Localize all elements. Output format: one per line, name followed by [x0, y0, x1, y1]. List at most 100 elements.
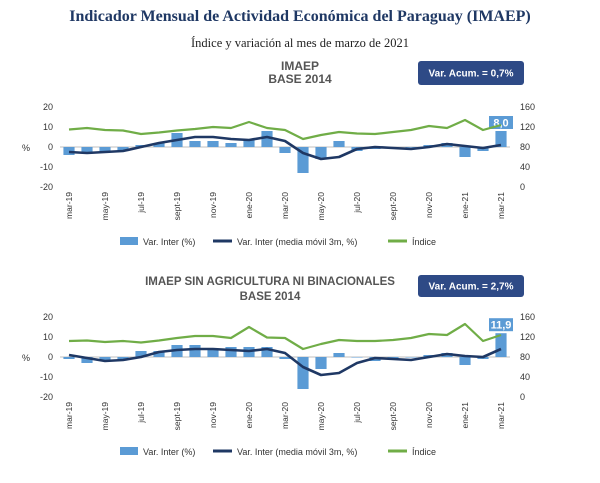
legend-bar-swatch	[120, 237, 138, 245]
chart-subtitle: BASE 2014	[268, 72, 332, 86]
last-value-label-bg	[489, 318, 513, 332]
legend-index-label: Índice	[412, 237, 436, 247]
bar	[207, 141, 219, 147]
last-value-label: 8,0	[493, 118, 508, 130]
bar	[135, 351, 147, 357]
x-tick-label: may-19	[100, 402, 110, 431]
page-title: Indicador Mensual de Actividad Económica…	[69, 8, 531, 25]
bar	[117, 357, 129, 359]
index-line	[68, 322, 502, 351]
accum-badge-text: Var. Acum. = 0,7%	[429, 69, 514, 80]
y-tick-label: 10	[43, 332, 53, 342]
y-tick-label: 20	[43, 102, 53, 112]
x-tick-label: may-20	[316, 402, 326, 431]
x-tick-label: jul-20	[352, 402, 362, 424]
x-tick-label: jul-19	[136, 402, 146, 424]
x-tick-label: may-20	[316, 192, 326, 221]
index-line	[68, 118, 502, 141]
y-tick-label: 20	[43, 312, 53, 322]
x-tick-label: nov-20	[424, 402, 434, 428]
chart-title: IMAEP SIN AGRICULTURA NI BINACIONALES	[145, 276, 395, 288]
x-tick-label: may-19	[100, 192, 110, 221]
accum-badge	[418, 275, 524, 297]
y2-tick-label: 120	[520, 332, 535, 342]
x-tick-label: mar-19	[64, 402, 74, 429]
y-tick-label: -10	[40, 162, 53, 172]
bar	[351, 357, 363, 358]
legend-ma-label: Var. Inter (media móvil 3m, %)	[237, 447, 357, 457]
y2-tick-label: 120	[520, 122, 535, 132]
x-tick-label: sept-20	[388, 192, 398, 221]
x-tick-label: ene-20	[244, 402, 254, 429]
x-tick-label: nov-20	[424, 192, 434, 218]
accum-badge	[418, 61, 524, 85]
bar	[495, 131, 507, 147]
legend-bar-label: Var. Inter (%)	[143, 447, 195, 457]
last-value-label: 11,9	[491, 320, 512, 332]
y2-tick-label: 80	[520, 352, 530, 362]
y2-tick-label: 40	[520, 162, 530, 172]
moving-average-line	[68, 347, 502, 377]
bar	[243, 139, 255, 147]
moving-average-line	[68, 135, 502, 161]
y-tick-label: -10	[40, 372, 53, 382]
page-subtitle: Índice y variación al mes de marzo de 20…	[191, 36, 409, 50]
bar	[405, 147, 417, 148]
x-tick-label: sept-19	[172, 402, 182, 431]
bar	[63, 147, 75, 155]
x-tick-label: mar-21	[496, 402, 506, 429]
x-tick-label: mar-19	[64, 192, 74, 219]
x-tick-label: jul-19	[136, 192, 146, 214]
bar	[279, 357, 291, 359]
y2-tick-label: 160	[520, 312, 535, 322]
bar	[315, 147, 327, 159]
x-tick-label: ene-21	[460, 402, 470, 429]
bar	[99, 357, 111, 361]
y-axis-label: %	[22, 143, 30, 153]
x-tick-label: sept-19	[172, 192, 182, 221]
bar	[189, 345, 201, 357]
bar	[297, 147, 309, 173]
bar	[81, 357, 93, 363]
y2-tick-label: 160	[520, 102, 535, 112]
x-tick-label: mar-21	[496, 192, 506, 219]
y-axis-label: %	[22, 353, 30, 363]
bar	[63, 357, 75, 359]
bar	[261, 131, 273, 147]
y2-tick-label: 80	[520, 142, 530, 152]
y-tick-label: -20	[40, 392, 53, 402]
y2-tick-label: 0	[520, 182, 525, 192]
x-tick-label: jul-20	[352, 192, 362, 214]
x-tick-label: sept-20	[388, 402, 398, 431]
bar	[81, 147, 93, 153]
legend-ma-label: Var. Inter (media móvil 3m, %)	[237, 237, 357, 247]
x-tick-label: mar-20	[280, 402, 290, 429]
bar	[333, 353, 345, 357]
legend-bar-label: Var. Inter (%)	[143, 237, 195, 247]
x-tick-label: ene-20	[244, 192, 254, 219]
x-tick-label: mar-20	[280, 192, 290, 219]
bar	[333, 141, 345, 147]
legend-index-label: Índice	[412, 447, 436, 457]
y-tick-label: 10	[43, 122, 53, 132]
y-tick-label: 0	[48, 142, 53, 152]
bar	[459, 357, 471, 365]
bar	[279, 147, 291, 153]
legend-bar-swatch	[120, 447, 138, 455]
bar	[99, 147, 111, 151]
bar	[225, 347, 237, 357]
y-tick-label: 0	[48, 352, 53, 362]
y2-tick-label: 40	[520, 372, 530, 382]
bar	[153, 143, 165, 147]
imaep-sin-agricultura-chart: IMAEP SIN AGRICULTURA NI BINACIONALES BAS…	[22, 275, 535, 457]
bar	[153, 351, 165, 357]
bar	[117, 147, 129, 151]
bar	[405, 357, 417, 358]
y-tick-label: -20	[40, 182, 53, 192]
y2-tick-label: 0	[520, 392, 525, 402]
bar	[261, 347, 273, 357]
x-tick-label: ene-21	[460, 192, 470, 219]
chart-subtitle: BASE 2014	[240, 291, 301, 303]
bar	[207, 349, 219, 357]
